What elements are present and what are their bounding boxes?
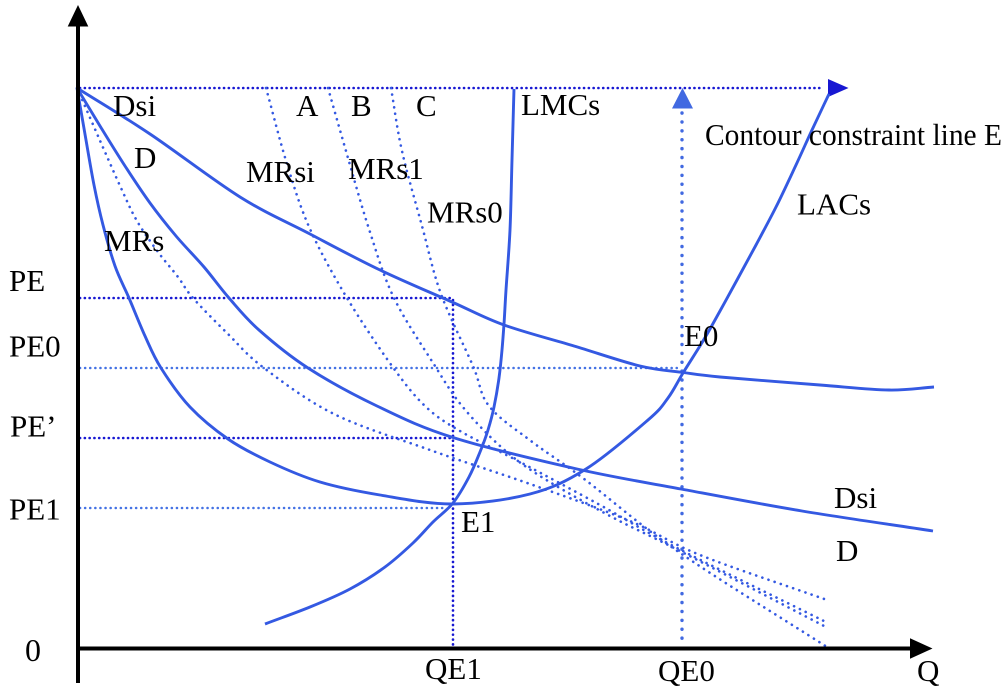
- svg-text:LMCs: LMCs: [521, 87, 600, 122]
- svg-text:PE0: PE0: [9, 329, 61, 364]
- svg-text:MRs0: MRs0: [427, 195, 503, 230]
- svg-text:B: B: [351, 88, 372, 123]
- svg-text:D: D: [134, 140, 156, 175]
- svg-text:MRsi: MRsi: [246, 154, 315, 189]
- svg-text:Dsi: Dsi: [834, 480, 877, 515]
- svg-text:0: 0: [25, 632, 41, 668]
- svg-text:E1: E1: [461, 504, 495, 539]
- svg-text:E0: E0: [684, 318, 718, 353]
- svg-text:A: A: [296, 88, 319, 123]
- svg-text:PE1: PE1: [9, 492, 61, 527]
- svg-text:MRs: MRs: [104, 223, 164, 258]
- svg-text:C: C: [416, 88, 437, 123]
- svg-text:QE1: QE1: [425, 651, 482, 686]
- svg-text:MRs1: MRs1: [348, 151, 424, 186]
- svg-text:Contour constraint line E: Contour constraint line E: [705, 117, 1002, 152]
- svg-text:Q: Q: [917, 653, 939, 688]
- svg-text:D: D: [836, 533, 858, 568]
- svg-text:PE’: PE’: [10, 409, 57, 444]
- svg-text:Dsi: Dsi: [113, 88, 156, 123]
- svg-text:PE: PE: [9, 263, 45, 298]
- svg-text:LACs: LACs: [797, 187, 871, 222]
- svg-text:QE0: QE0: [658, 653, 715, 688]
